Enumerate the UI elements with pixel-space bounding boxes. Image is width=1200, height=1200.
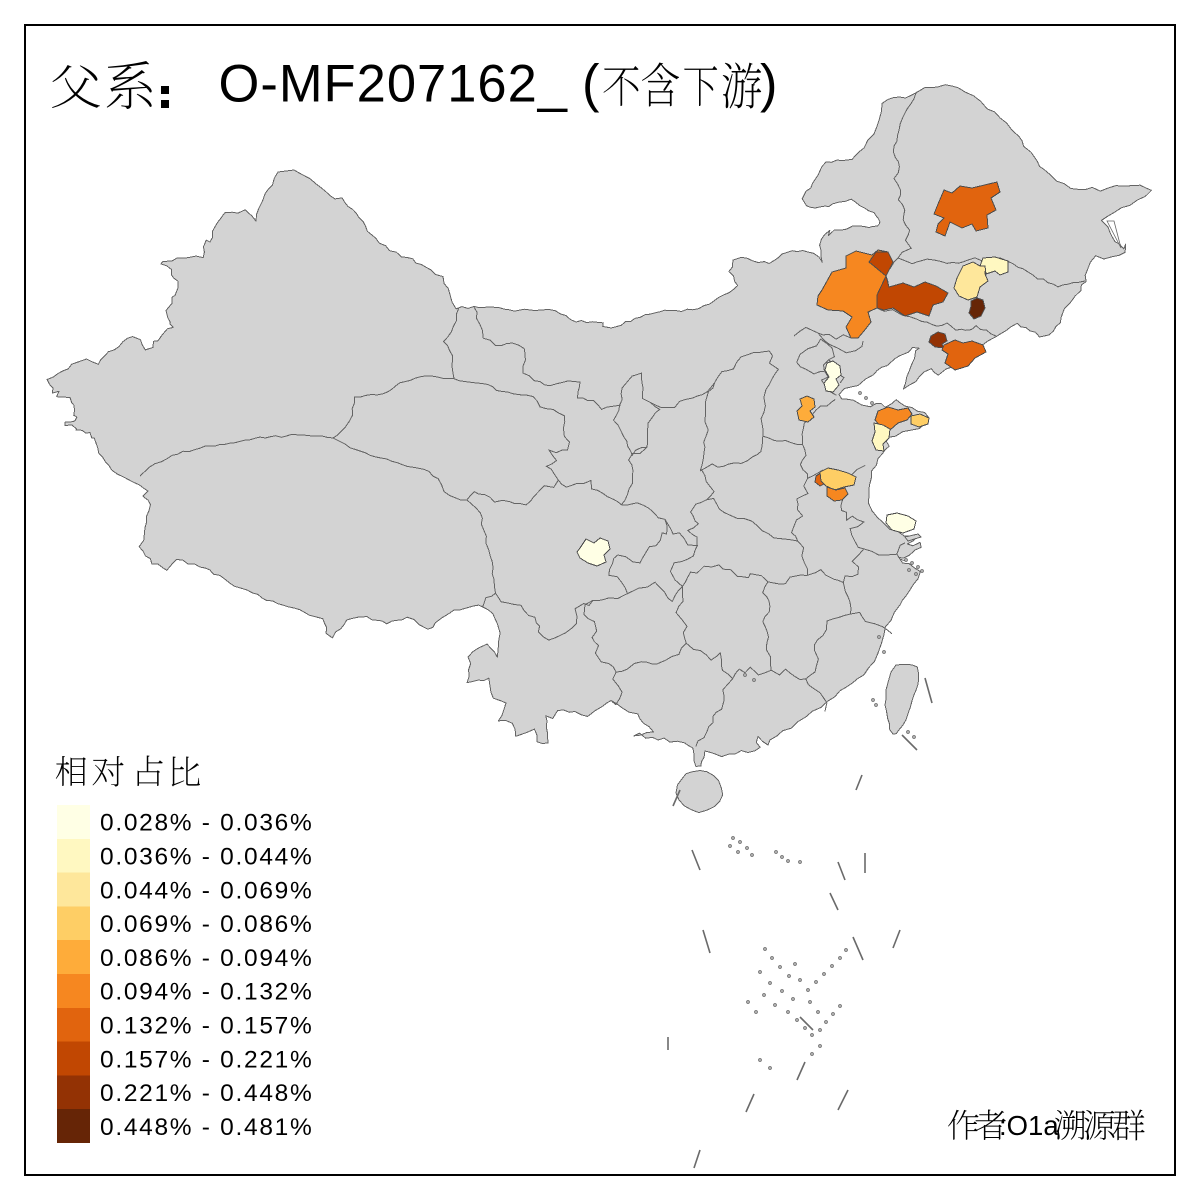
svg-text:0.448% - 0.481%: 0.448% - 0.481% [100,1114,313,1141]
svg-text:0.069% - 0.086%: 0.069% - 0.086% [100,911,313,938]
svg-text:0.094% - 0.132%: 0.094% - 0.132% [100,979,313,1006]
svg-text:0.086% - 0.094%: 0.086% - 0.094% [100,945,313,972]
svg-text:0.221% - 0.448%: 0.221% - 0.448% [100,1080,313,1107]
svg-text::O1a: :O1a [999,1110,1059,1141]
svg-text:): ) [760,55,777,114]
svg-text:0.132% - 0.157%: 0.132% - 0.157% [100,1013,313,1040]
svg-text:O-MF207162_: O-MF207162_ [219,55,569,114]
svg-text:0.028% - 0.036%: 0.028% - 0.036% [100,810,313,837]
svg-text:0.036% - 0.044%: 0.036% - 0.044% [100,844,313,871]
svg-text:0.044% - 0.069%: 0.044% - 0.069% [100,877,313,904]
svg-text:(: ( [582,55,600,114]
svg-text:0.157% - 0.221%: 0.157% - 0.221% [100,1046,313,1073]
